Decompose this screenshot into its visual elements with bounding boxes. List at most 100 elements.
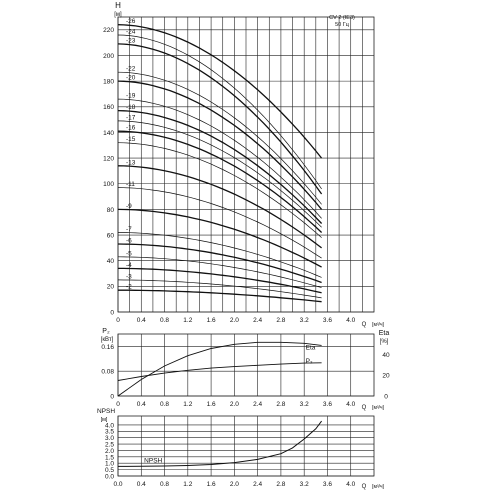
power-grid <box>117 334 374 397</box>
x-tick-label: 2.8 <box>276 401 285 408</box>
power-curves <box>117 341 322 397</box>
x-tick-label: 0.8 <box>160 401 169 408</box>
head-curve-label: -5 <box>126 250 132 257</box>
head-curve-label: -15 <box>126 136 136 143</box>
y-tick-label: 4.0 <box>105 422 114 429</box>
head-x-tick-labels: 0 0.4 0.8 1.2 1.6 2.0 2.4 2.8 3.2 3.6 4.0 <box>116 317 355 324</box>
x-tick-label: 0 <box>116 317 120 324</box>
efficiency-curve-label: Eta <box>306 344 316 351</box>
y-tick-label: 0.08 <box>101 369 114 376</box>
x-tick-label: 0 <box>116 401 120 408</box>
npsh-x-tick-labels: 0.0 0.4 0.8 1.2 1.6 2.0 2.4 2.8 3.2 3.6 4.0 <box>113 481 355 488</box>
y2-tick-label: 20 <box>382 373 390 380</box>
head-curve <box>117 243 322 284</box>
x-tick-label: 1.6 <box>207 481 216 488</box>
head-curve-label: -4 <box>126 262 132 269</box>
y-tick-label: 160 <box>103 104 114 111</box>
head-curve <box>117 256 322 288</box>
efficiency-curve <box>117 341 322 397</box>
head-curves <box>117 24 323 303</box>
npsh-curves <box>117 420 322 467</box>
power-y-axis-label: P₂ <box>102 328 110 335</box>
power-efficiency-chart: Eta P₂ 0 0.08 0.16 0 20 40 0 0.4 0.8 1.2 1.6 2.0 2.… <box>101 328 390 411</box>
y-tick-label: 60 <box>107 232 115 239</box>
y-tick-label: 220 <box>103 27 114 34</box>
head-x-axis-label: Q <box>362 322 367 328</box>
head-curve <box>117 43 323 195</box>
head-curve <box>117 120 322 228</box>
npsh-curve <box>117 420 322 467</box>
head-curve-label: -13 <box>126 159 136 166</box>
power-series-labels: Eta P₂ <box>306 344 316 364</box>
efficiency-y-axis-unit: [%] <box>380 339 389 345</box>
power-curve <box>117 362 322 381</box>
head-curve-label: -16 <box>126 125 136 132</box>
head-curve <box>117 71 322 205</box>
y-tick-label: 0 <box>110 309 114 316</box>
head-curve <box>118 267 322 294</box>
y-tick-label: 140 <box>103 130 114 137</box>
head-curve-label: -19 <box>126 93 136 100</box>
efficiency-y-axis-label: Eta <box>379 330 390 337</box>
y-tick-label: 180 <box>103 79 114 86</box>
x-tick-label: 3.2 <box>300 317 309 324</box>
x-tick-label: 2.4 <box>253 401 262 408</box>
head-curve-label: -18 <box>126 104 136 111</box>
head-curve <box>118 232 322 278</box>
y-tick-label: 0.16 <box>101 344 114 351</box>
npsh-x-axis-unit: [м³/ч] <box>372 484 384 490</box>
head-y-tick-labels: 0 20 40 60 80 100 120 140 160 180 200 220 <box>103 27 114 316</box>
power-y-tick-labels: 0 0.08 0.16 <box>101 344 114 401</box>
npsh-y-axis-unit: [м] <box>101 417 108 423</box>
npsh-grid <box>117 416 374 477</box>
y-tick-label: 120 <box>103 155 114 162</box>
x-tick-label: 1.6 <box>207 317 216 324</box>
head-curve <box>117 80 323 210</box>
head-curve <box>117 142 322 238</box>
frequency-annotation: 50 Гц <box>335 22 350 28</box>
head-curve <box>117 279 322 299</box>
x-tick-label: 2.4 <box>253 317 262 324</box>
head-curve <box>117 24 323 159</box>
y-tick-label: 40 <box>107 258 115 265</box>
y-tick-label: 0.0 <box>105 473 114 480</box>
x-tick-label: 1.2 <box>183 401 192 408</box>
head-curve <box>117 165 322 249</box>
npsh-chart: NPSH 0.00.51.01.52.02.53.03.54.0 0.0 0.4 0… <box>97 408 385 490</box>
x-tick-label: 3.6 <box>323 401 332 408</box>
npsh-series-labels: NPSH <box>144 458 162 465</box>
head-x-axis-unit: [м³/ч] <box>372 322 384 328</box>
head-curve-label: -22 <box>126 66 136 73</box>
head-curve-label: -24 <box>126 28 136 35</box>
x-tick-label: 4.0 <box>346 317 355 324</box>
y-tick-label: 0 <box>110 393 114 400</box>
head-y-axis-unit: [м] <box>114 12 122 18</box>
head-curve-label: -26 <box>126 18 136 25</box>
y-tick-label: 100 <box>103 181 114 188</box>
head-curve-label: -9 <box>126 203 132 210</box>
head-curve <box>117 34 322 190</box>
x-tick-label: 0.8 <box>160 317 169 324</box>
head-curve-label: -20 <box>126 75 136 82</box>
y-tick-label: 0.5 <box>105 467 114 474</box>
x-tick-label: 3.2 <box>300 401 309 408</box>
head-curve-label: -17 <box>126 114 136 121</box>
y-tick-label: 80 <box>107 207 115 214</box>
head-curve-label: -7 <box>126 226 132 233</box>
x-tick-label: 0.4 <box>137 481 146 488</box>
power-x-axis-label: Q <box>362 405 367 411</box>
x-tick-label: 0.8 <box>160 481 169 488</box>
npsh-y-tick-labels: 0.00.51.01.52.02.53.03.54.0 <box>105 422 114 480</box>
pump-model-annotation: CV 2 (IE3) <box>329 15 355 21</box>
npsh-x-axis-label: Q <box>362 484 367 490</box>
y2-tick-label: 0 <box>384 393 388 400</box>
efficiency-y-tick-labels: 0 20 40 <box>382 352 390 400</box>
x-tick-label: 0.0 <box>113 481 122 488</box>
x-tick-label: 2.0 <box>230 317 239 324</box>
power-y-axis-unit: [кВт] <box>101 337 114 343</box>
head-curve <box>117 130 323 233</box>
x-tick-label: 2.0 <box>230 401 239 408</box>
head-curve-label: -11 <box>126 181 135 188</box>
head-curve <box>117 208 322 268</box>
